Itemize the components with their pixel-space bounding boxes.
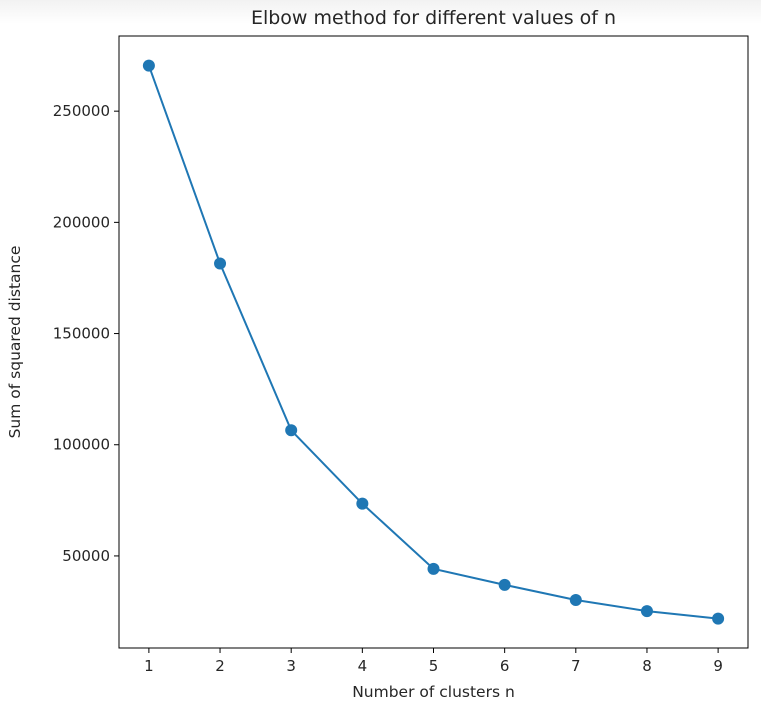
y-axis-label: Sum of squared distance — [6, 246, 24, 439]
x-tick-label: 6 — [500, 657, 510, 675]
x-axis: 1 2 3 4 5 6 7 8 9 — [144, 648, 723, 675]
y-tick-label: 150000 — [53, 325, 110, 343]
series-layer — [142, 59, 725, 625]
data-point — [356, 497, 369, 510]
plot-frame — [118, 35, 749, 649]
x-tick-label: 4 — [358, 657, 368, 675]
data-point — [427, 562, 440, 575]
y-tick-label: 250000 — [53, 102, 110, 120]
data-point — [569, 593, 582, 606]
y-tick-label: 50000 — [62, 547, 110, 565]
x-tick-label: 8 — [642, 657, 652, 675]
x-axis-label: Number of clusters n — [352, 683, 515, 701]
chart-title: Elbow method for different values of n — [251, 7, 616, 29]
window-top-shade — [0, 0, 761, 24]
x-tick-label: 2 — [215, 657, 225, 675]
y-axis: 50000 100000 150000 200000 250000 — [53, 102, 119, 565]
data-point — [640, 605, 653, 618]
data-point — [712, 612, 725, 625]
x-tick-label: 9 — [713, 657, 723, 675]
y-tick-label: 100000 — [53, 436, 110, 454]
y-tick-label: 200000 — [53, 213, 110, 231]
data-point — [214, 257, 227, 270]
x-tick-label: 3 — [286, 657, 296, 675]
x-tick-label: 5 — [429, 657, 439, 675]
data-point — [142, 59, 155, 72]
series-line — [147, 65, 719, 620]
x-tick-label: 1 — [144, 657, 154, 675]
x-tick-label: 7 — [571, 657, 581, 675]
data-point — [498, 578, 511, 591]
data-point — [285, 424, 298, 437]
